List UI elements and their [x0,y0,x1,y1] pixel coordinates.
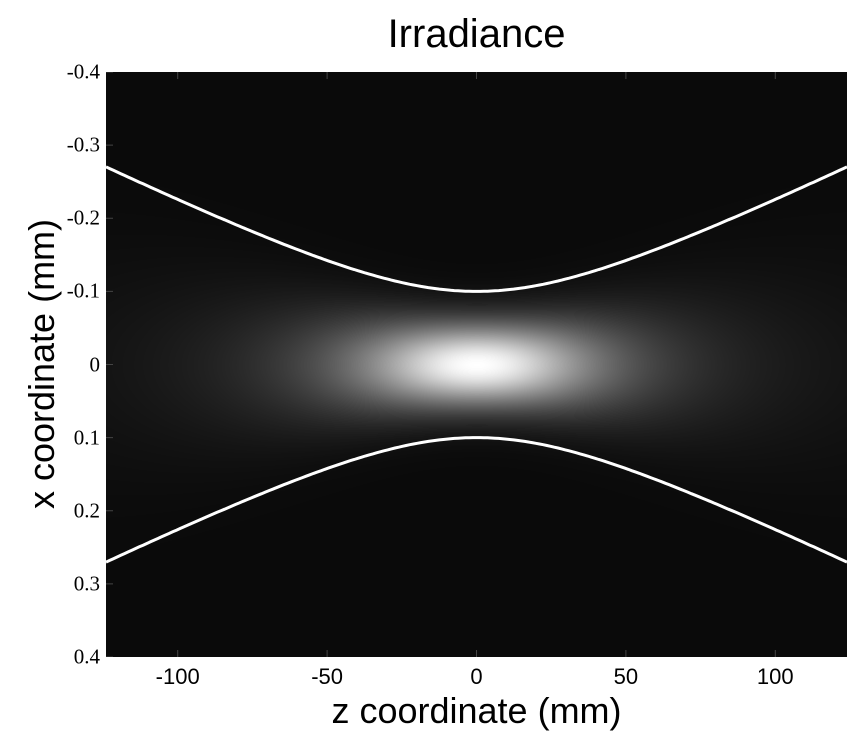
y-tick-label: 0.3 [73,571,100,596]
lower-beam-curve [106,436,847,564]
chart-title: Irradiance [387,12,566,56]
y-tick-label: -0.4 [66,59,100,84]
y-axis-label: x coordinate (mm) [21,218,62,510]
plot-area [106,72,847,657]
upper-beam-curve [106,165,847,293]
x-tick-label: 100 [756,664,794,689]
x-tick-label: 0 [470,664,483,689]
x-tick-label: -50 [311,664,343,689]
y-tick-label: -0.3 [66,132,100,157]
x-axis-label: z coordinate (mm) [331,690,622,731]
beam-curves [106,72,847,657]
y-tick-label: 0.4 [73,644,100,669]
x-tick-label: 50 [613,664,639,689]
y-tick-label: -0.1 [66,278,100,303]
y-tick-label: 0 [89,352,101,376]
y-tick-label: 0.1 [73,425,100,450]
y-tick-label: 0.2 [73,498,100,523]
irradiance-heatmap [106,72,847,657]
y-tick-label: -0.2 [66,205,100,230]
x-tick-label: -100 [155,664,200,689]
